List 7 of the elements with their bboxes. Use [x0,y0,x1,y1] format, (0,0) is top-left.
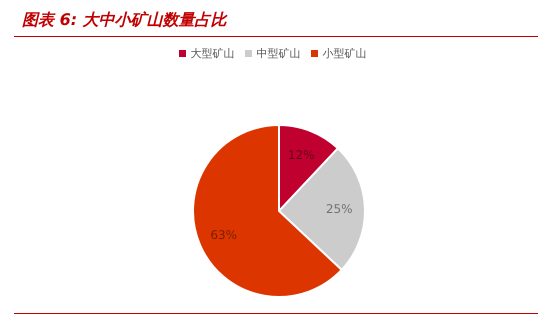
legend-label: 大型矿山 [190,46,234,61]
legend-label: 中型矿山 [256,46,300,61]
data-label: 12% [288,148,314,162]
data-label: 63% [210,228,238,242]
legend-label: 小型矿山 [322,46,366,61]
data-label: 25% [326,202,353,216]
chart-title: 图表 6: 大中小矿山数量占比 [22,10,227,31]
